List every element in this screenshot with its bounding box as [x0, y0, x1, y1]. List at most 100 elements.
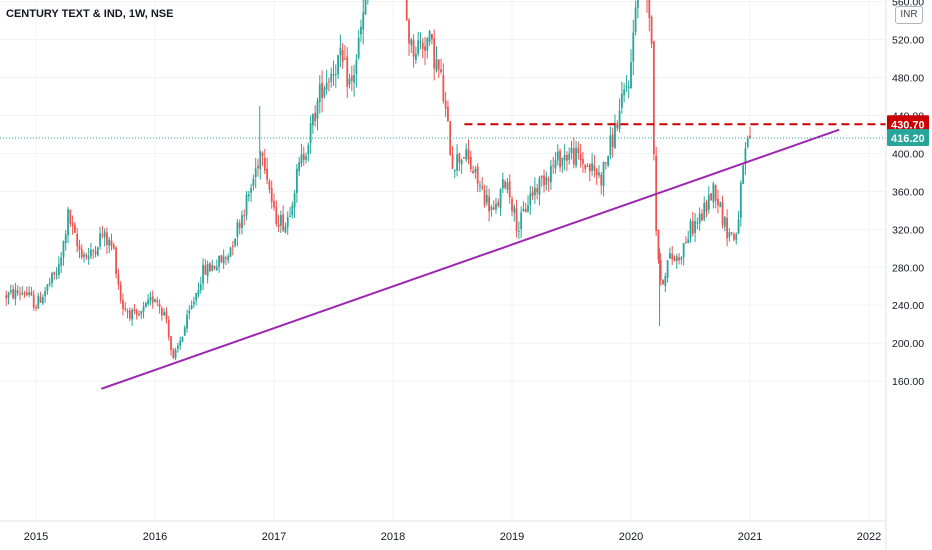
x-tick-label: 2021 [738, 531, 762, 543]
candle-body [35, 307, 37, 309]
candle-body [730, 232, 733, 234]
candle-body [279, 215, 282, 226]
candle-body [694, 221, 696, 234]
candle-body [618, 110, 621, 129]
candle-body [225, 257, 227, 259]
candle-body [593, 165, 596, 171]
candle-body [179, 340, 182, 346]
candle-body [215, 266, 218, 270]
candle-body [289, 215, 291, 217]
candle-body [117, 274, 120, 285]
price-labels: 430.70 416.20 [887, 115, 929, 147]
candle-body [685, 242, 687, 244]
candle-body [717, 199, 719, 206]
candle-body [85, 254, 88, 258]
candle-body [250, 188, 253, 193]
y-tick-label: 400.00 [892, 148, 924, 160]
candle-body [508, 181, 511, 198]
candle-body [426, 38, 429, 51]
candle-body [78, 245, 81, 250]
candle-body [80, 249, 83, 258]
candle-body [41, 297, 44, 304]
candle-body [328, 81, 330, 83]
candle-body [536, 188, 539, 193]
candle-body [170, 336, 172, 350]
candles [5, 0, 751, 361]
candle-body [437, 59, 440, 70]
candle-body [414, 53, 417, 60]
candle-body [282, 214, 285, 231]
candle-body [495, 203, 497, 210]
candle-body [490, 206, 493, 210]
candle-body [199, 284, 202, 291]
candle-body [540, 175, 543, 178]
candle-body [346, 56, 349, 87]
candle-body [671, 254, 674, 260]
candle-body [309, 123, 312, 144]
candle-body [744, 148, 747, 165]
candle-body [650, 16, 653, 44]
candle-body [673, 258, 676, 262]
candle-body [307, 144, 310, 155]
candle-body [218, 255, 220, 267]
candle-body [135, 310, 138, 315]
candle-body [254, 168, 257, 178]
price-axis[interactable]: 160.00 200.00 240.00 280.00 320.00 360.00 400.… [892, 0, 924, 388]
candle-body [62, 241, 65, 258]
candle-body [236, 222, 239, 237]
candle-body [497, 201, 500, 206]
candle-body [48, 283, 51, 285]
candle-body [696, 222, 699, 224]
y-tick-label: 480.00 [892, 72, 924, 84]
candle-body [609, 135, 612, 156]
x-tick-label: 2019 [500, 531, 524, 543]
candle-body [291, 205, 294, 216]
candle-body [543, 175, 545, 186]
candle-body [456, 154, 458, 171]
candle-body [666, 260, 669, 278]
candle-body [524, 208, 527, 212]
candle-body [575, 147, 577, 166]
candle-body [234, 238, 236, 246]
candle-body [600, 174, 603, 186]
currency-badge[interactable]: INR [895, 6, 923, 24]
candle-body [21, 292, 24, 295]
candle-body [321, 82, 323, 99]
candle-body [176, 345, 179, 349]
candle-body [504, 181, 507, 188]
candle-body [165, 311, 168, 320]
candle-body [44, 290, 47, 297]
y-tick-label: 240.00 [892, 300, 924, 312]
candle-body [481, 186, 484, 189]
candle-body [46, 284, 49, 291]
candle-body [37, 295, 40, 309]
candle-body [355, 60, 358, 75]
x-tick-label: 2017 [262, 531, 286, 543]
candle-body [632, 32, 635, 62]
candle-body [133, 309, 136, 312]
candle-body [531, 191, 534, 196]
candle-body [341, 49, 344, 62]
candle-body [344, 58, 346, 60]
candle-body [444, 100, 447, 109]
candle-body [284, 226, 287, 233]
candle-body [247, 194, 250, 197]
candle-body [723, 216, 726, 227]
candle-body [325, 82, 328, 90]
candle-body [591, 163, 593, 171]
candle-body [172, 349, 175, 358]
candle-body [421, 42, 424, 49]
candle-body [204, 265, 207, 275]
candle-body [12, 289, 15, 299]
candle-body [348, 78, 351, 85]
candle-body [314, 112, 317, 122]
candle-body [634, 7, 637, 33]
candle-body [323, 87, 326, 97]
candle-body [149, 297, 152, 301]
candle-body [485, 195, 488, 203]
candle-body [147, 299, 150, 304]
time-axis[interactable]: 2015 2016 2017 2018 2019 2020 2021 2022 [24, 531, 881, 543]
candle-body [261, 153, 264, 156]
candle-body [131, 309, 134, 320]
